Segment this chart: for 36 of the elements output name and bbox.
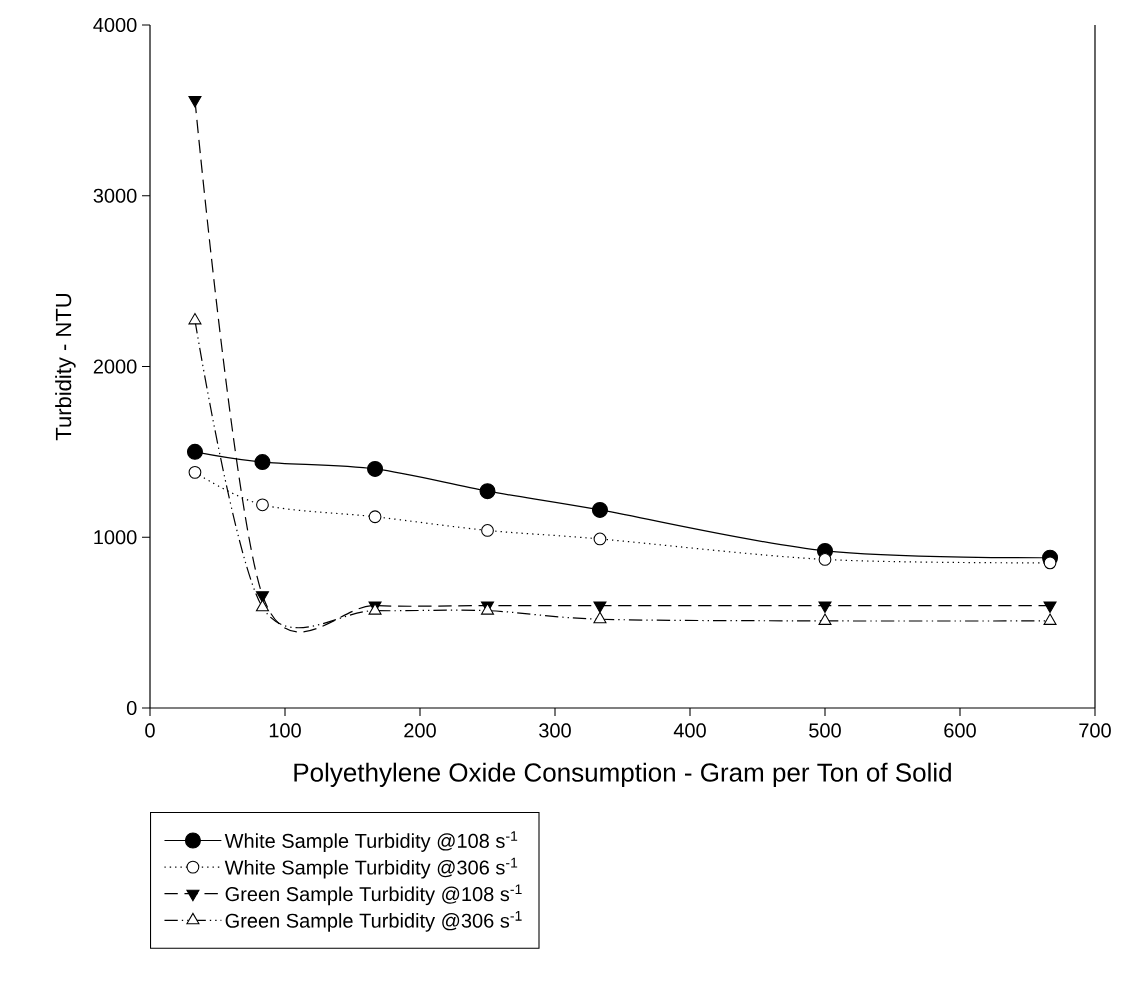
x-tick-label: 0 — [145, 723, 155, 738]
legend-label: White Sample Turbidity @108 s$^{-1}$ — [224, 831, 518, 852]
x-tick-label: 500 — [809, 723, 841, 738]
point — [593, 611, 607, 624]
legend-label: Green Sample Turbidity @108 s$^{-1}$ — [225, 884, 522, 906]
y-tick-label: 4000 — [93, 17, 137, 33]
x-tick-label: 400 — [673, 723, 706, 738]
y-tick-label: 2000 — [93, 359, 137, 374]
point — [368, 510, 382, 524]
point — [818, 613, 832, 625]
x-tick-label: 600 — [944, 723, 976, 738]
y-tick-label: 0 — [126, 700, 137, 716]
point — [1043, 556, 1057, 570]
point — [254, 454, 271, 471]
point — [188, 96, 202, 108]
legend-label: Green Sample Turbidity @306 s$^{-1}$ — [225, 911, 522, 932]
x-axis-title: Polyethylene Oxide Consumption - Gram per Ton of Solid — [294, 762, 951, 787]
x-tick-label: 700 — [1079, 723, 1111, 738]
y-tick-label: 1000 — [94, 530, 137, 545]
x-tick-label: 300 — [539, 723, 571, 738]
point — [255, 599, 269, 612]
x-tick-label: 100 — [269, 723, 301, 738]
point — [479, 483, 496, 500]
legend-label: White Sample Turbidity @306 s$^{-1}$ — [224, 857, 518, 879]
x-tick-label: 200 — [404, 723, 436, 738]
point — [186, 443, 203, 460]
point — [188, 465, 202, 479]
point — [818, 553, 832, 566]
point — [367, 460, 384, 477]
point — [481, 524, 494, 537]
y-axis-title: Turbidity - NTU — [55, 294, 76, 441]
point — [256, 498, 269, 512]
point — [591, 501, 608, 518]
point — [1043, 613, 1057, 625]
point — [593, 532, 607, 546]
y-tick-label: 3000 — [93, 188, 137, 203]
